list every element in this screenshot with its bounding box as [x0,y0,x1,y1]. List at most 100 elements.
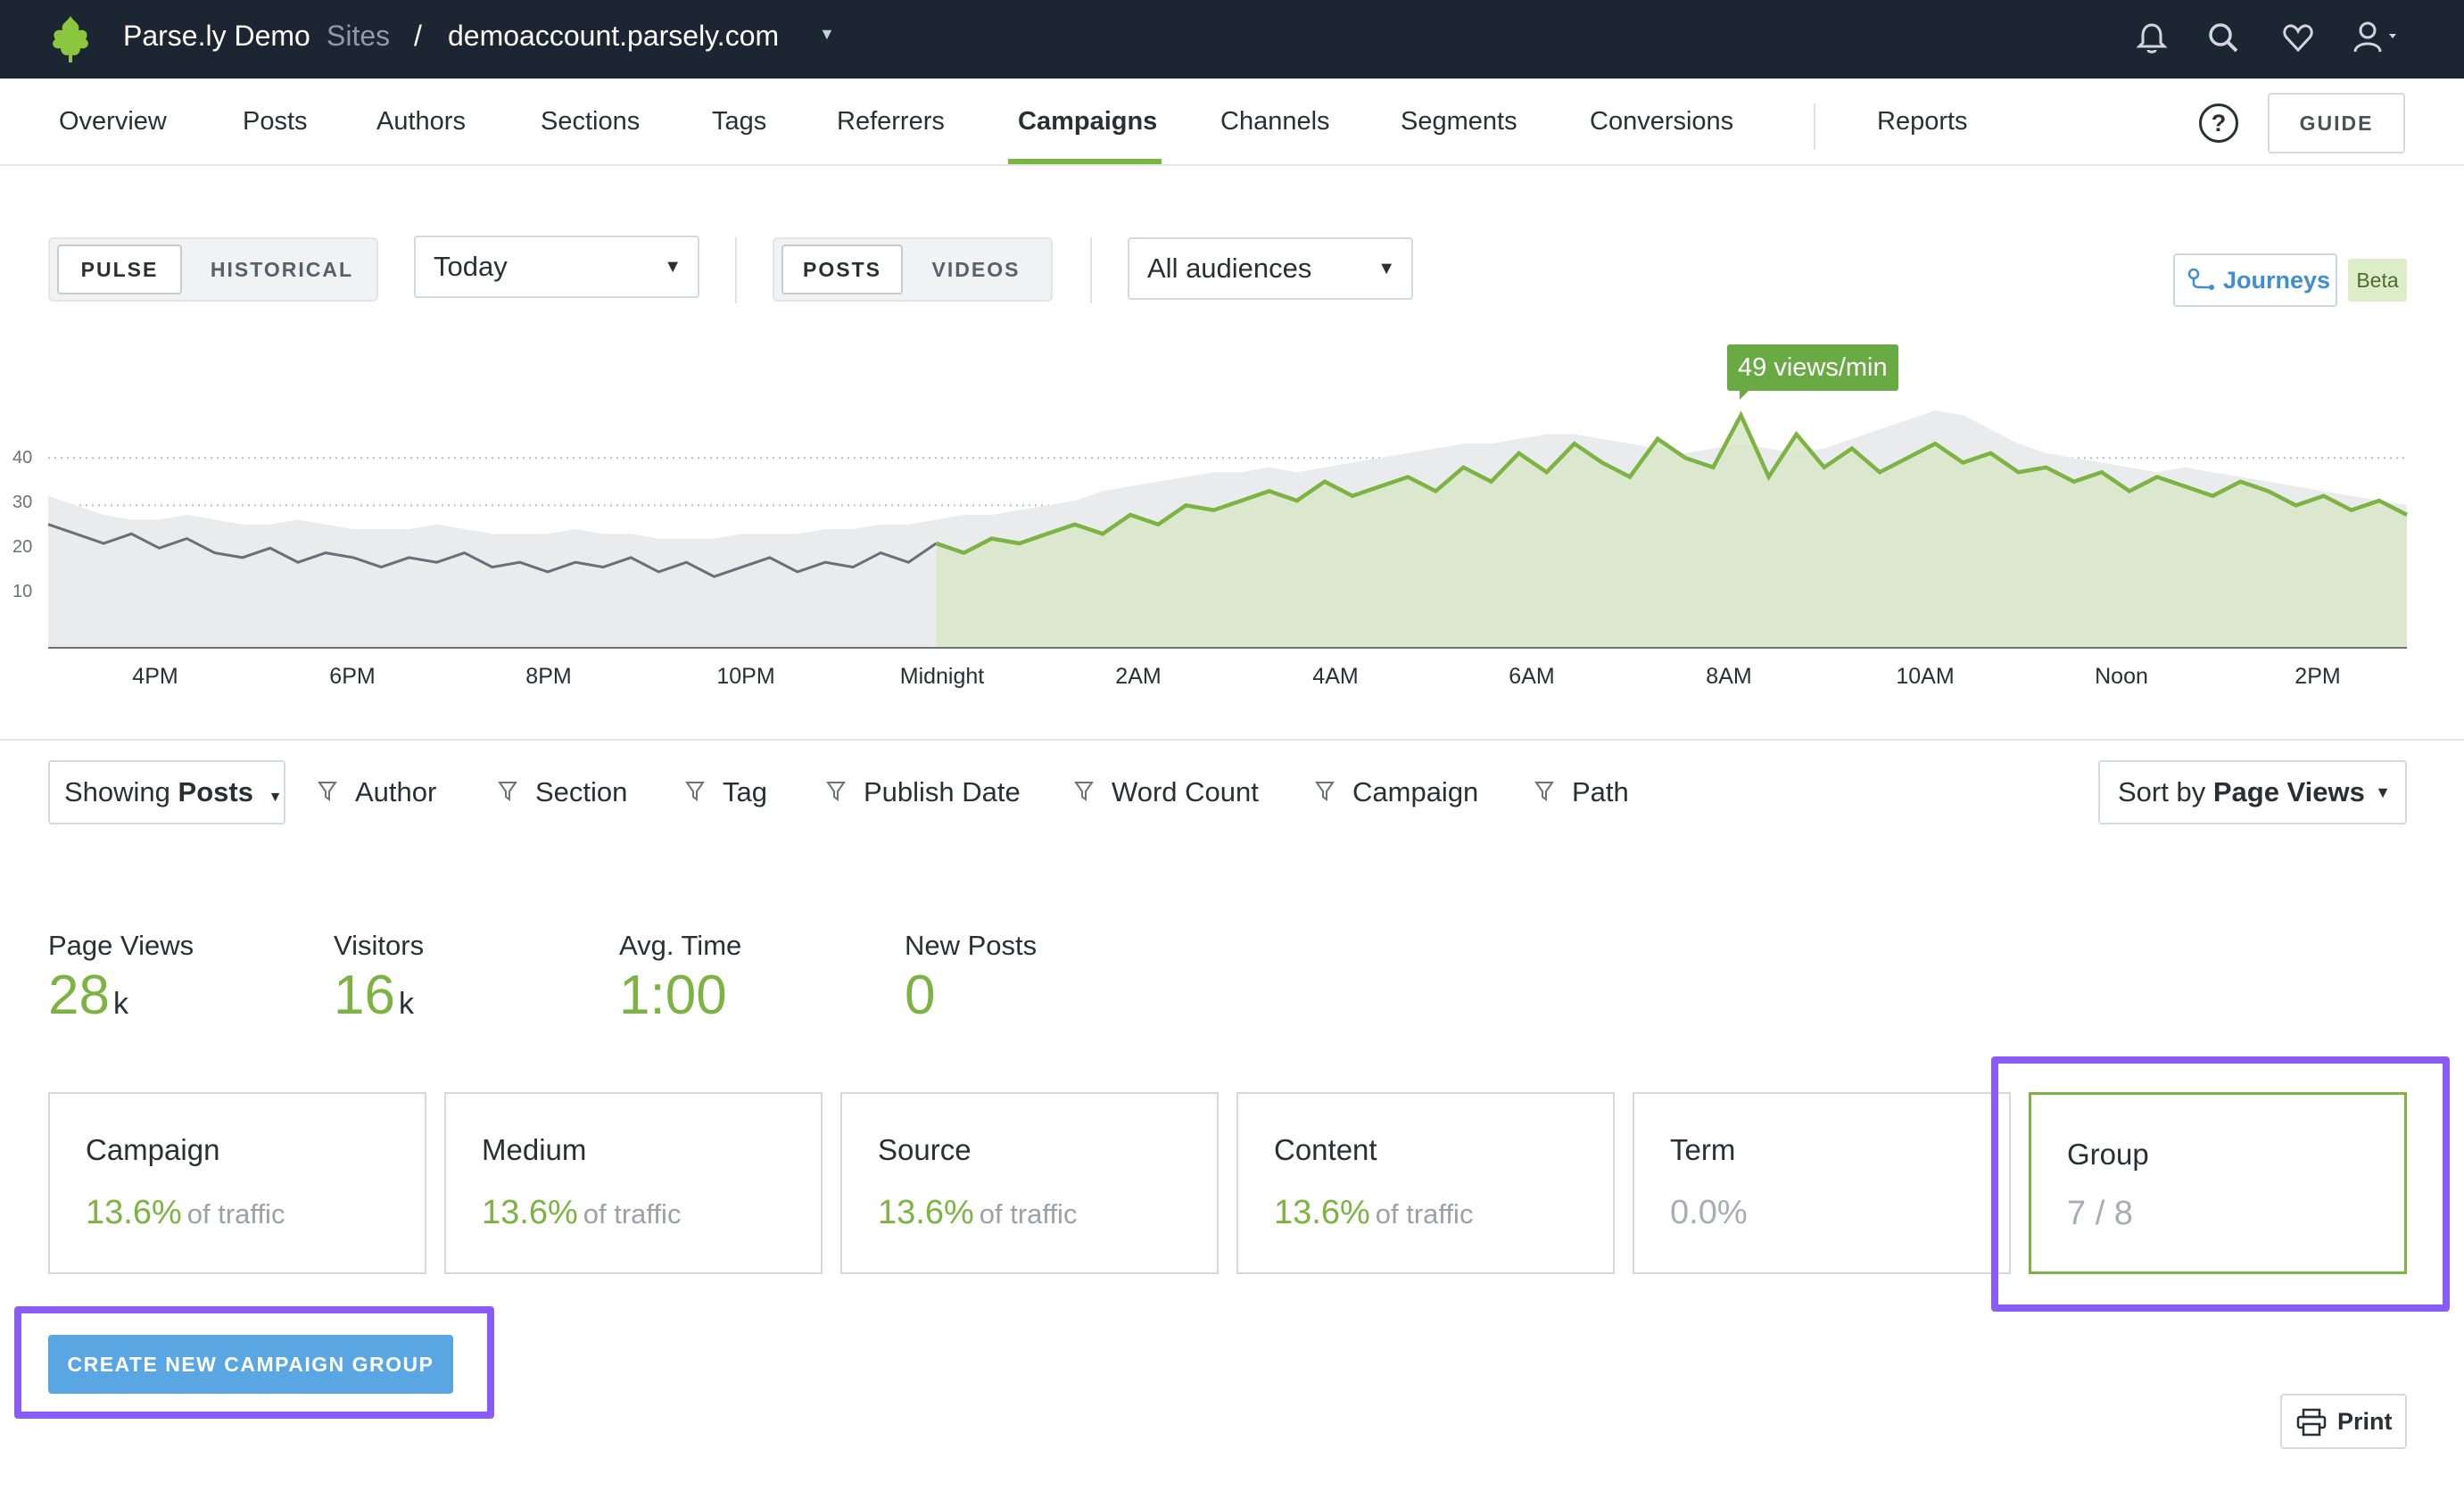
control-divider [1090,237,1092,303]
sort-prefix: Sort by [2118,776,2206,807]
sites-link[interactable]: Sites [327,20,391,52]
tab-campaigns[interactable]: Campaigns [1018,107,1158,136]
videos-button[interactable]: VIDEOS [931,258,1021,281]
filter-funnel-icon [685,782,705,801]
filter-label: Campaign [1352,776,1479,807]
stat-number: 0 [905,965,936,1026]
print-button[interactable]: Print [2280,1394,2407,1449]
journeys-label: Journeys [2223,267,2331,294]
help-icon[interactable]: ? [2199,104,2238,143]
print-label: Print [2337,1408,2393,1435]
journeys-icon [2187,268,2214,290]
filter-author[interactable]: Author [318,776,436,808]
site-selector[interactable]: demoaccount.parsely.com [448,20,780,52]
stat-value-page-views: 28 k [48,964,128,1027]
tab-channels[interactable]: Channels [1220,107,1330,136]
tab-authors[interactable]: Authors [376,107,466,136]
campaign-card[interactable]: Campaign 13.6% of traffic [48,1092,426,1274]
chart-tooltip-tail [1740,389,1750,400]
x-tick-label: 4AM [1312,664,1359,689]
filter-label: Publish Date [864,776,1021,807]
previous-period-area [48,410,2407,648]
brand-name[interactable]: Parse.ly Demo [123,20,310,52]
group-card-highlight [1991,1056,2450,1312]
filter-word-count[interactable]: Word Count [1074,776,1259,808]
tab-segments[interactable]: Segments [1401,107,1517,136]
sort-select[interactable]: Sort by Page Views ▼ [2098,760,2407,824]
posts-button[interactable]: POSTS [781,244,903,294]
filter-publish-date[interactable]: Publish Date [826,776,1021,808]
printer-icon [2296,1408,2327,1437]
period-select[interactable]: Today ▼ [414,236,699,298]
nav-divider [1814,104,1815,150]
journeys-button[interactable]: Journeys [2173,253,2337,307]
x-tick-label: 2AM [1115,664,1162,689]
stat-label: Page Views [48,930,194,961]
filter-path[interactable]: Path [1534,776,1629,808]
y-tick-label: 20 [12,537,33,557]
beta-badge: Beta [2348,259,2407,302]
card-percent: 7 / 8 [2067,1195,2133,1233]
tab-overview[interactable]: Overview [59,107,167,136]
showing-prefix: Showing [64,776,170,807]
filter-section[interactable]: Section [498,776,627,808]
guide-button[interactable]: GUIDE [2268,93,2405,153]
heart-icon[interactable] [2278,18,2318,57]
bell-icon[interactable] [2132,18,2171,57]
stat-label: Visitors [334,930,425,961]
term-card[interactable]: Term 0.0% [1633,1092,2011,1274]
card-subtext: of traffic [979,1198,1078,1230]
card-title: Term [1670,1133,1736,1166]
audience-value: All audiences [1147,253,1312,284]
filter-tag[interactable]: Tag [685,776,767,808]
card-percent: 13.6% of traffic [878,1194,1077,1232]
tab-referrers[interactable]: Referrers [837,107,945,136]
historical-button[interactable]: HISTORICAL [210,258,354,281]
audience-select[interactable]: All audiences ▼ [1128,237,1413,300]
filter-funnel-icon [498,782,517,801]
group-card[interactable]: Group 7 / 8 [2029,1092,2407,1274]
x-tick-label: 4PM [132,664,178,689]
x-tick-label: 2PM [2294,664,2341,689]
tab-conversions[interactable]: Conversions [1590,107,1734,136]
sort-value: Page Views [2212,776,2365,807]
mode-toggle: PULSE HISTORICAL [48,237,378,302]
card-value: 13.6% [1274,1194,1370,1231]
period-caret-icon: ▼ [664,257,682,277]
medium-card[interactable]: Medium 13.6% of traffic [444,1092,823,1274]
stat-number: 16 [334,965,395,1026]
pulse-button[interactable]: PULSE [57,244,182,294]
search-icon[interactable] [2204,18,2243,57]
filter-campaign[interactable]: Campaign [1315,776,1478,808]
tab-tags[interactable]: Tags [712,107,767,136]
source-card[interactable]: Source 13.6% of traffic [840,1092,1219,1274]
create-campaign-group-button[interactable]: CREATE NEW CAMPAIGN GROUP [48,1335,453,1394]
user-menu-icon[interactable] [2352,18,2405,57]
card-value: 0.0% [1670,1194,1748,1231]
card-value: 13.6% [878,1194,974,1231]
audience-caret-icon: ▼ [1377,259,1395,278]
parsely-leaf-logo-icon[interactable] [45,12,96,64]
main-nav [0,79,2464,166]
content-card[interactable]: Content 13.6% of traffic [1236,1092,1615,1274]
filter-label: Section [535,776,628,807]
card-title: Medium [482,1133,587,1166]
card-title: Content [1274,1133,1377,1166]
card-subtext: of traffic [583,1198,682,1230]
x-tick-label: 8PM [525,664,572,689]
y-tick-label: 10 [12,582,33,601]
tab-reports[interactable]: Reports [1877,107,1968,136]
breadcrumb-separator: / [414,20,422,52]
tab-posts[interactable]: Posts [243,107,308,136]
stat-label: Avg. Time [619,930,742,961]
card-percent: 13.6% of traffic [482,1194,681,1232]
site-dropdown-caret-icon[interactable]: ▼ [819,25,835,43]
y-tick-label: 30 [12,493,33,512]
sort-caret-icon: ▼ [2375,783,2391,801]
x-tick-label: Noon [2095,664,2148,689]
today-area [936,415,2407,648]
showing-select[interactable]: Showing Posts ▼ [48,760,285,824]
showing-value: Posts [178,776,253,807]
tab-sections[interactable]: Sections [541,107,641,136]
stat-number: 1:00 [619,965,727,1026]
